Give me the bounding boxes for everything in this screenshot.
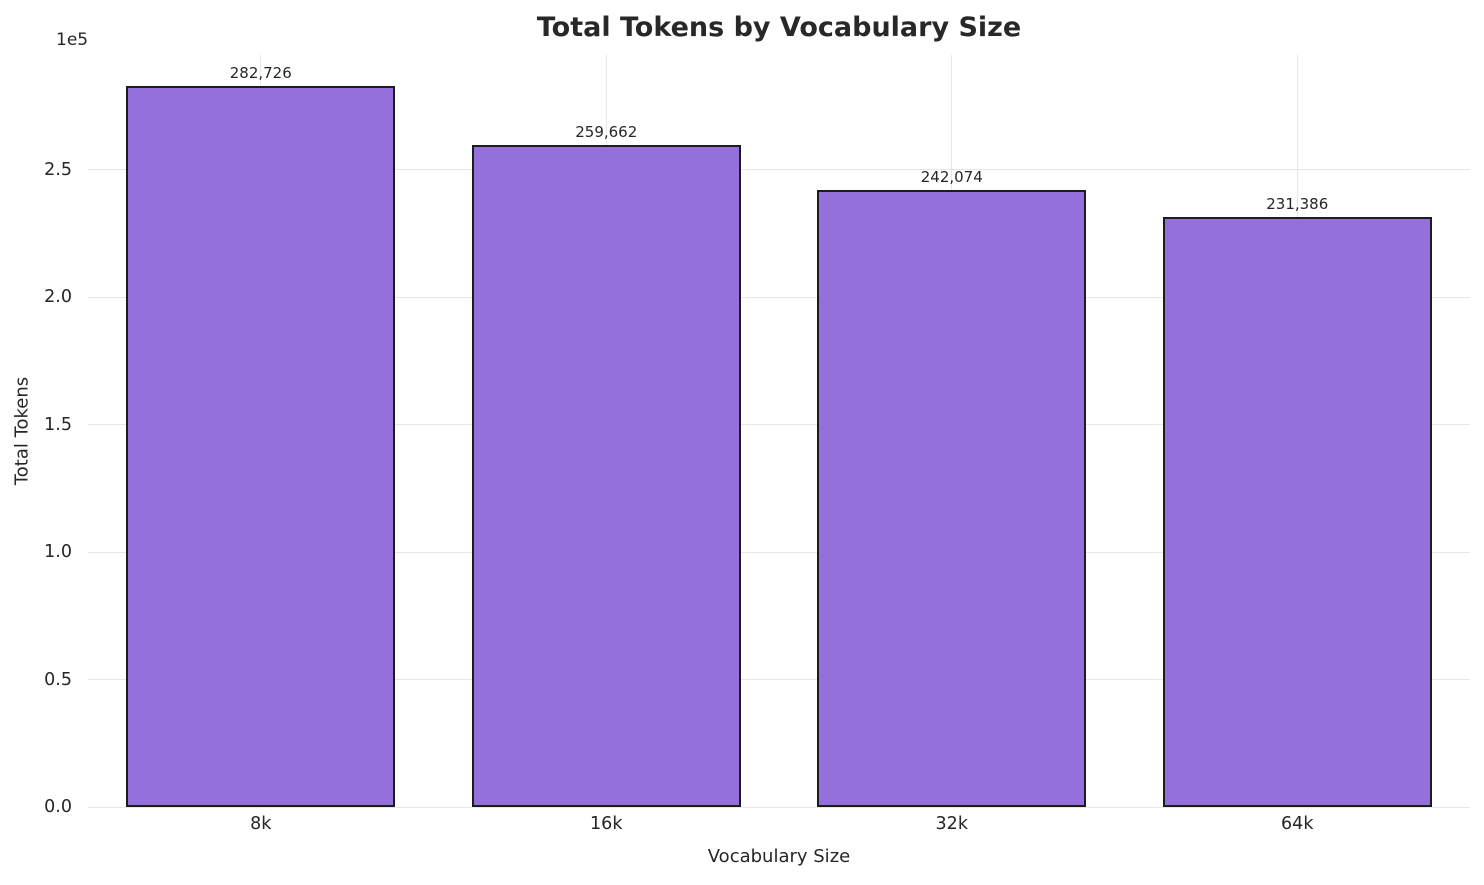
x-tick-label: 16k <box>590 814 623 834</box>
plot-area: 282,726 259,662 242,074 231,386 <box>88 55 1470 808</box>
bar-16k <box>471 145 741 807</box>
y-axis-offset-label: 1e5 <box>56 30 89 50</box>
x-axis-label: Vocabulary Size <box>707 846 851 867</box>
horizontal-gridline <box>88 424 1470 426</box>
x-tick-labels: 8k 16k 32k 64k <box>88 814 1470 840</box>
x-tick-label: 8k <box>250 814 272 834</box>
y-tick-label: 0.5 <box>44 669 72 690</box>
bar-value-label: 231,386 <box>1266 195 1329 214</box>
horizontal-gridline <box>88 551 1470 553</box>
y-tick-labels: 0.0 0.5 1.0 1.5 2.0 2.5 <box>0 55 72 817</box>
y-tick-label: 2.0 <box>44 287 72 308</box>
bar-value-label: 259,662 <box>575 123 638 142</box>
y-tick-label: 1.5 <box>44 414 72 435</box>
horizontal-gridline <box>88 169 1470 171</box>
bar-8k <box>126 86 396 807</box>
chart-title: Total Tokens by Vocabulary Size <box>536 12 1022 43</box>
y-tick-label: 2.5 <box>44 159 72 180</box>
x-tick-label: 32k <box>935 814 968 834</box>
x-tick-label: 64k <box>1281 814 1314 834</box>
bar-value-label: 242,074 <box>920 167 983 186</box>
horizontal-gridline <box>88 806 1470 808</box>
horizontal-gridline <box>88 679 1470 681</box>
y-tick-label: 0.0 <box>44 797 72 817</box>
bar-32k <box>817 189 1087 807</box>
bar-value-label: 282,726 <box>229 64 292 83</box>
bar-64k <box>1162 217 1432 807</box>
y-tick-label: 1.0 <box>44 542 72 563</box>
horizontal-gridline <box>88 296 1470 298</box>
